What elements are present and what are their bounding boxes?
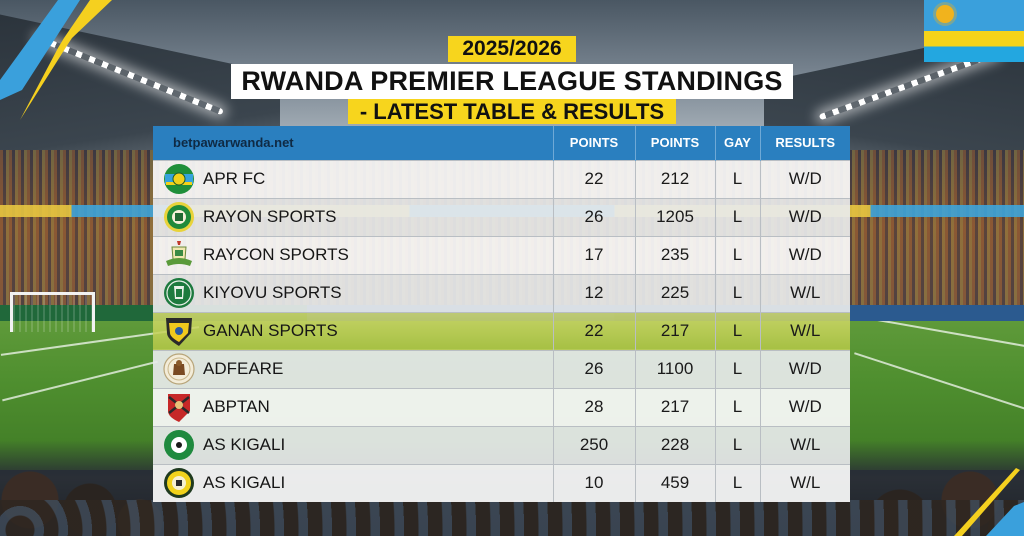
points-cell: 17: [552, 235, 635, 274]
points-cell: 28: [552, 387, 635, 426]
flag-sun-icon: [936, 5, 954, 23]
column-header-gay[interactable]: GAY: [714, 126, 760, 160]
team-name: RAYON SPORTS: [203, 207, 337, 226]
results-cell: W/D: [759, 349, 850, 388]
blue-yellow-stripe-decoration-icon: [954, 468, 1024, 536]
table-row[interactable]: ADFEARE 26 1100 L W/D: [153, 349, 850, 388]
column-header-points-2[interactable]: POINTS: [634, 126, 715, 160]
apr-fc-crest-icon: [164, 164, 194, 194]
points-cell-2: 459: [634, 463, 715, 502]
team-name: RAYCON SPORTS: [203, 245, 349, 264]
kiyovu-sports-crest-icon: [164, 278, 194, 308]
table-row[interactable]: APR FC 22 212 L W/D: [153, 159, 850, 198]
points-cell-2: 217: [634, 387, 715, 426]
points-cell-2: 212: [634, 159, 715, 198]
results-cell: W/D: [759, 197, 850, 236]
page-subtitle: - LATEST TABLE & RESULTS: [347, 99, 677, 124]
site-label: betpawarwanda.net: [173, 135, 294, 151]
rayon-sports-crest-icon: [164, 202, 194, 232]
points-cell-2: 235: [634, 235, 715, 274]
ganan-sports-crest-icon: [166, 318, 192, 346]
gay-cell: L: [714, 387, 760, 426]
season-label: 2025/2026: [448, 36, 576, 62]
gay-cell: L: [714, 425, 760, 464]
table-row[interactable]: AS KIGALI 10 459 L W/L: [153, 463, 850, 502]
gay-cell: L: [714, 197, 760, 236]
table-row[interactable]: ABPTAN 28 217 L W/D: [153, 387, 850, 426]
gay-cell: L: [714, 235, 760, 274]
points-cell: 250: [552, 425, 635, 464]
results-cell: W/L: [759, 273, 850, 312]
table-row[interactable]: RAYON SPORTS 26 1205 L W/D: [153, 197, 850, 236]
points-cell-2: 1100: [634, 349, 715, 388]
team-name: AS KIGALI: [203, 473, 286, 493]
rwanda-flag-icon: [924, 0, 1024, 62]
points-cell: 22: [552, 159, 635, 198]
standings-table: betpawarwanda.net POINTS POINTS GAY RESU…: [153, 126, 850, 502]
as-kigali-green-crest-icon: [164, 430, 194, 460]
results-cell: W/L: [759, 311, 850, 350]
points-cell-2: 1205: [634, 197, 715, 236]
gay-cell: L: [714, 311, 760, 350]
points-cell: 12: [552, 273, 635, 312]
table-row[interactable]: RAYCON SPORTS 17 235 L W/D: [153, 235, 850, 274]
results-cell: W/D: [759, 387, 850, 426]
abptan-crest-icon: [168, 394, 190, 422]
team-name: KIYOVU SPORTS: [203, 283, 342, 302]
column-header-points[interactable]: POINTS: [552, 126, 635, 160]
team-name: AS KIGALI: [203, 435, 286, 454]
pitch-line: [2, 360, 158, 402]
team-name: ABPTAN: [203, 397, 270, 416]
points-cell: 10: [552, 463, 635, 502]
title-block: 2025/2026 RWANDA PREMIER LEAGUE STANDING…: [0, 36, 1024, 124]
goal-post: [10, 292, 95, 332]
gay-cell: L: [714, 159, 760, 198]
adfeare-crest-icon: [163, 353, 195, 385]
table-header-row: betpawarwanda.net POINTS POINTS GAY RESU…: [153, 126, 850, 160]
team-name: APR FC: [203, 169, 266, 188]
gay-cell: L: [714, 463, 760, 502]
table-row[interactable]: AS KIGALI 250 228 L W/L: [153, 425, 850, 464]
points-cell: 26: [552, 349, 635, 388]
team-name: GANAN SPORTS: [203, 321, 338, 340]
team-name: ADFEARE: [203, 359, 284, 378]
blue-yellow-stripe-decoration-icon: [0, 0, 112, 120]
points-cell: 26: [552, 197, 635, 236]
gay-cell: L: [714, 349, 760, 388]
spectator-heads: [0, 500, 1024, 536]
points-cell-2: 225: [634, 273, 715, 312]
points-cell-2: 228: [634, 425, 715, 464]
as-kigali-yellow-crest-icon: [164, 468, 194, 499]
results-cell: W/D: [759, 235, 850, 274]
gay-cell: L: [714, 273, 760, 312]
pitch-line: [854, 352, 1024, 410]
points-cell-2: 217: [634, 311, 715, 350]
column-header-results[interactable]: RESULTS: [759, 126, 850, 160]
table-row[interactable]: KIYOVU SPORTS 12 225 L W/L: [153, 273, 850, 312]
points-cell: 22: [552, 311, 635, 350]
results-cell: W/D: [759, 159, 850, 198]
results-cell: W/L: [759, 463, 850, 502]
table-row-highlighted[interactable]: GANAN SPORTS 22 217 L W/L: [153, 311, 850, 350]
page-title: RWANDA PREMIER LEAGUE STANDINGS: [231, 64, 793, 99]
results-cell: W/L: [759, 425, 850, 464]
raycon-sports-crest-icon: [166, 241, 192, 266]
